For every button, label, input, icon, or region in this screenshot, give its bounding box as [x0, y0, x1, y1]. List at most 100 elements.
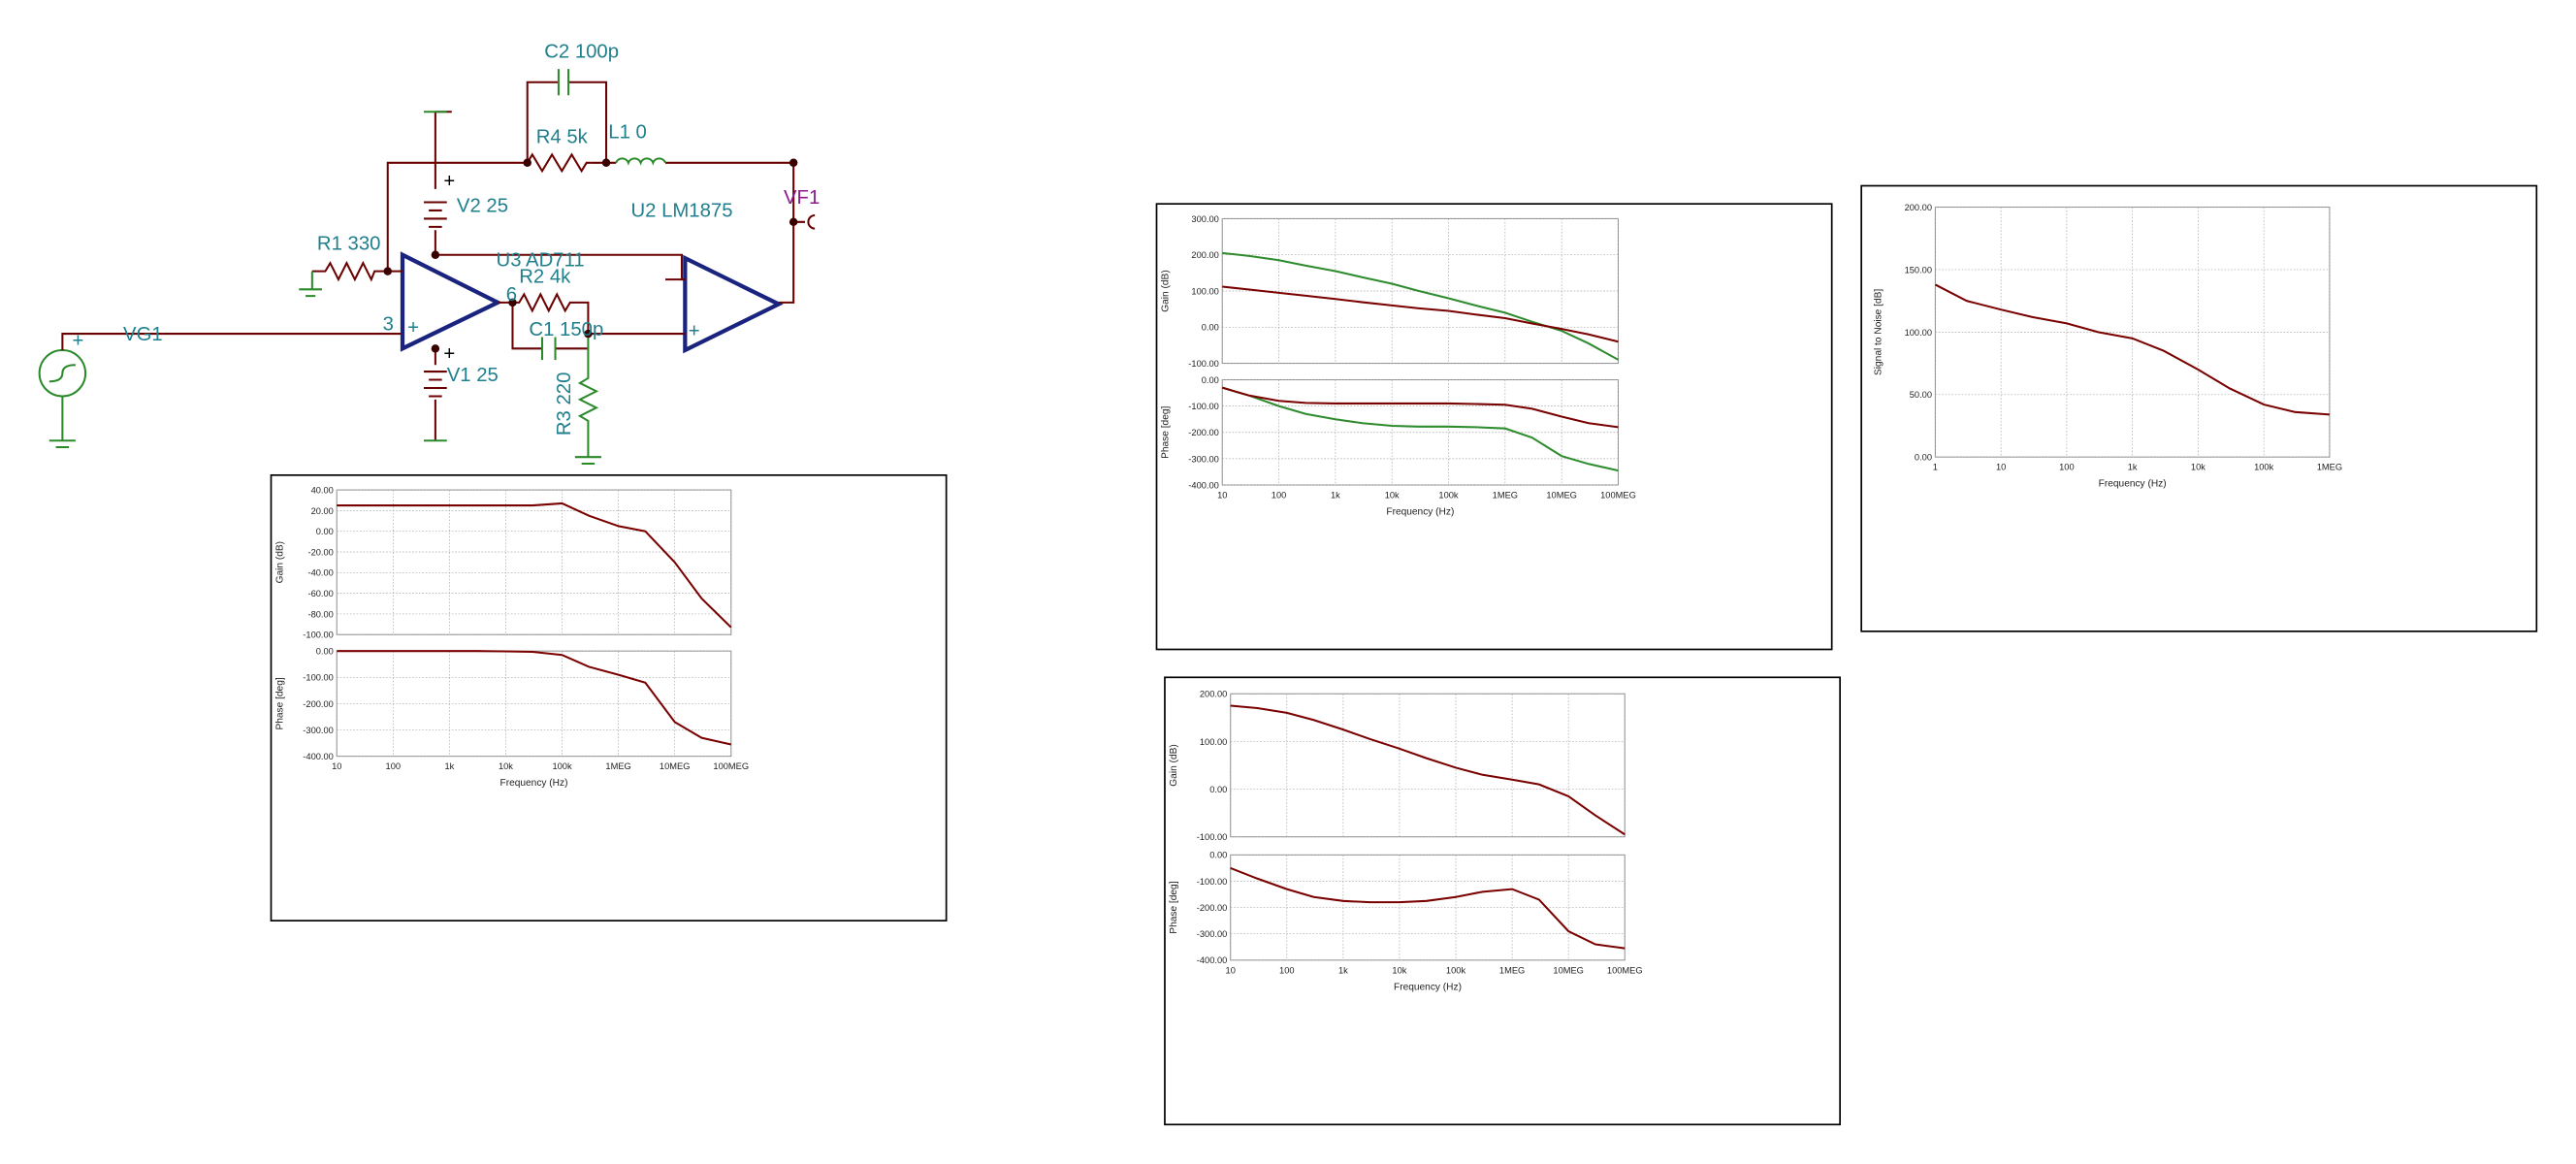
y-tick-label: -20.00 — [307, 547, 333, 557]
ground — [48, 396, 76, 449]
x-tick-label: 100MEG — [1607, 965, 1643, 975]
chart-panel: 200.00 150.00 100.00 50.00 0.001 10 100 1k 10k 10… — [1860, 184, 2538, 632]
x-tick-label: 100k — [2254, 463, 2274, 472]
resistor-r2 — [498, 292, 686, 336]
x-tick-label: 10k — [2191, 463, 2206, 472]
y-tick-label: -400.00 — [303, 752, 334, 761]
x-tick-label: 1 — [1933, 463, 1938, 472]
y-tick-label: 200.00 — [1191, 250, 1218, 260]
series-line — [337, 501, 732, 629]
component-label: + — [443, 171, 455, 192]
node — [523, 158, 531, 168]
node — [789, 158, 798, 168]
y-tick-label: -100.00 — [303, 630, 334, 640]
x-tick-label: 10k — [1385, 491, 1400, 501]
x-axis-label: Frequency (Hz) — [1386, 507, 1454, 518]
series-line — [1222, 285, 1619, 343]
source-symbol — [48, 364, 76, 383]
resistor-r3 — [574, 334, 601, 465]
x-tick-label: 1MEG — [1499, 965, 1525, 975]
series-line — [1221, 386, 1619, 429]
y-tick-label: 40.00 — [311, 485, 334, 495]
chart-panel: 200.00 100.00 0.00 -100.00 Gain (dB) 0.00 -100… — [1164, 676, 1841, 1126]
x-tick-label: 1MEG — [605, 761, 630, 771]
component-label: R3 220 — [554, 372, 575, 436]
y-tick-label: -100.00 — [1197, 832, 1228, 842]
component-label: + — [73, 331, 84, 352]
series-line — [1230, 704, 1626, 836]
y-tick-label: 0.00 — [1202, 323, 1219, 333]
x-tick-label: 100 — [2059, 463, 2075, 472]
y-axis-label: Phase [deg] — [1160, 405, 1171, 458]
charts: 40.00 20.00 0.00 -20.00 -40.00 -60.00 -80.00 -1… — [270, 184, 2538, 1126]
x-tick-label: 1MEG — [1493, 491, 1518, 501]
x-tick-label: 10 — [1226, 965, 1236, 975]
node — [508, 298, 517, 307]
component-label: U2 LM1875 — [630, 201, 732, 222]
y-tick-label: -300.00 — [303, 726, 334, 735]
op-amp-u3 — [400, 251, 503, 352]
x-axis-label: Frequency (Hz) — [2099, 479, 2167, 490]
plot-area — [1230, 693, 1626, 838]
component-label: R4 5k — [536, 126, 589, 147]
y-tick-label: 100.00 — [1200, 737, 1227, 747]
component-label: R2 4k — [519, 267, 571, 288]
x-tick-label: 1k — [1331, 491, 1340, 501]
y-tick-label: 0.00 — [1209, 785, 1227, 794]
wire — [526, 81, 608, 163]
component-label: L1 0 — [608, 121, 647, 143]
x-tick-label: 100k — [1438, 491, 1459, 501]
node — [789, 217, 798, 227]
y-tick-label: -400.00 — [1197, 955, 1228, 965]
plot-area — [336, 489, 732, 635]
component-label: C1 150p — [529, 319, 603, 340]
x-tick-label: 100 — [386, 761, 402, 771]
capacitor-c2 — [557, 69, 570, 96]
series-line — [337, 650, 731, 746]
x-tick-label: 100k — [552, 761, 572, 771]
y-axis-label: Phase [deg] — [1169, 881, 1179, 933]
y-tick-label: -400.00 — [1188, 480, 1219, 490]
node — [601, 158, 611, 168]
x-tick-label: 10 — [1996, 463, 2006, 472]
series-line — [1934, 283, 2330, 416]
y-tick-label: -60.00 — [307, 589, 333, 598]
x-tick-label: 10k — [499, 761, 513, 771]
capacitor-c1 — [540, 337, 557, 361]
y-tick-label: 0.00 — [1915, 453, 1932, 463]
y-tick-label: -40.00 — [307, 568, 333, 578]
component-label: U3 AD711 — [497, 250, 585, 272]
y-tick-label: -200.00 — [1197, 903, 1228, 913]
component-label: R1 330 — [317, 234, 381, 255]
node — [584, 329, 593, 339]
component-label: VF1 — [784, 187, 820, 209]
y-tick-label: 0.00 — [1209, 851, 1227, 860]
series-line — [1230, 866, 1626, 950]
component-label: V1 25 — [447, 365, 499, 386]
x-tick-label: 100 — [1279, 965, 1295, 975]
inductor-l1 — [615, 157, 666, 166]
x-axis-label: Frequency (Hz) — [1394, 982, 1462, 992]
y-tick-label: 0.00 — [316, 527, 334, 536]
x-tick-label: 10MEG — [1546, 491, 1577, 501]
y-tick-label: 50.00 — [1910, 390, 1932, 400]
node — [431, 250, 440, 259]
y-axis-label: Gain (dB) — [1160, 270, 1171, 311]
y-axis-label: Gain (dB) — [1169, 744, 1179, 786]
y-axis-label: Gain (dB) — [274, 541, 285, 583]
y-tick-label: -300.00 — [1197, 929, 1228, 939]
op-amp-u2 — [683, 254, 784, 354]
wire — [511, 302, 589, 350]
chart-panel: 40.00 20.00 0.00 -20.00 -40.00 -60.00 -80.00 -1… — [270, 473, 948, 922]
y-axis-label: Signal to Noise [dB] — [1873, 289, 1884, 375]
component-label: + — [689, 320, 700, 341]
y-tick-label: 100.00 — [1191, 286, 1218, 296]
y-tick-label: -100.00 — [303, 673, 334, 683]
y-tick-label: 0.00 — [316, 647, 334, 657]
y-tick-label: -100.00 — [1188, 402, 1219, 411]
node — [431, 344, 440, 353]
y-tick-label: -80.00 — [307, 609, 333, 619]
schematic-labels: C2 100p R4 5k L1 0 V2 25 U2 LM1875 VF1 R1 330 U… — [73, 41, 821, 436]
ground — [299, 271, 322, 298]
